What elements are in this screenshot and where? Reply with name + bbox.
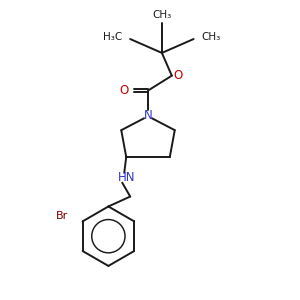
Text: O: O: [173, 69, 182, 82]
Text: O: O: [120, 84, 129, 97]
Text: Br: Br: [56, 212, 68, 221]
Text: HN: HN: [118, 171, 135, 184]
Text: CH₃: CH₃: [152, 10, 172, 20]
Text: CH₃: CH₃: [202, 32, 221, 42]
Text: N: N: [144, 109, 152, 122]
Text: H₃C: H₃C: [103, 32, 122, 42]
